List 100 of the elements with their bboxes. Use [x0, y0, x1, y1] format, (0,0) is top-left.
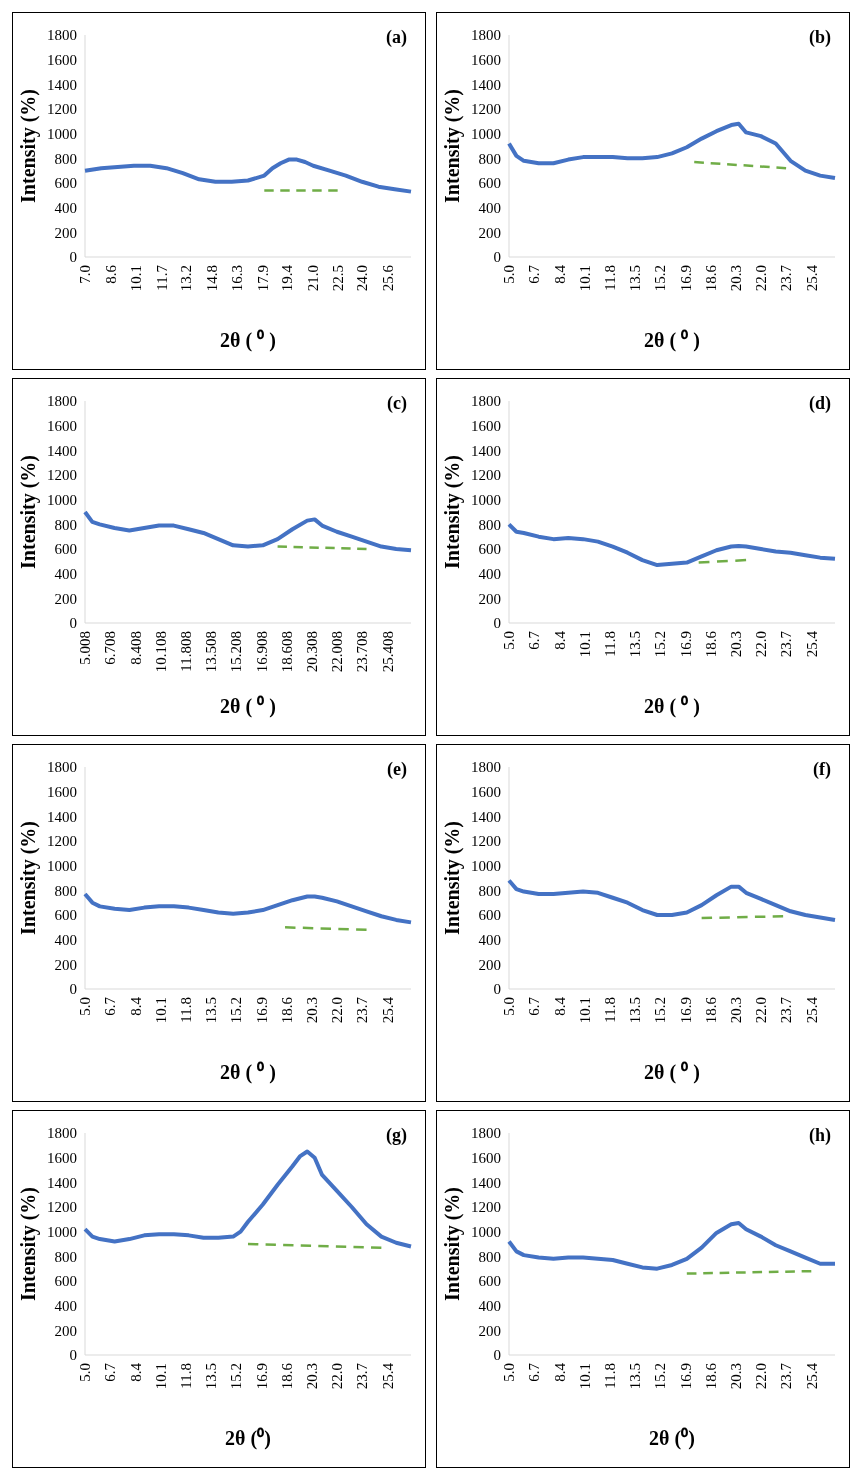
y-tick-label: 1000 — [47, 1223, 77, 1240]
line-series — [507, 121, 837, 181]
x-tick-label: 13.5 — [627, 631, 644, 658]
x-axis-title: 2θ ( ⁰ ) — [220, 1061, 276, 1084]
y-tick-label: 200 — [54, 1322, 77, 1339]
y-tick-label: 1800 — [47, 1125, 77, 1142]
x-tick-label: 6.708 — [102, 631, 119, 665]
y-tick-label: 800 — [478, 1248, 501, 1265]
y-tick-label: 400 — [478, 565, 501, 582]
x-tick-label: 6.7 — [102, 996, 119, 1016]
y-tick-label: 1000 — [471, 857, 501, 874]
y-tick-label: 200 — [478, 224, 501, 241]
y-axis-title: Intensity (%) — [17, 89, 40, 203]
x-tick-label: 8.4 — [551, 1362, 568, 1382]
x-tick-label: 22.0 — [753, 631, 770, 658]
x-tick-label: 8.6 — [103, 264, 120, 284]
x-axis-title: 2θ ( ⁰ ) — [644, 1061, 700, 1084]
x-tick-label: 8.408 — [127, 631, 144, 665]
y-tick-label: 1800 — [471, 1125, 501, 1142]
y-tick-label: 800 — [478, 882, 501, 899]
y-tick-label: 1400 — [471, 76, 501, 93]
x-tick-label: 20.3 — [727, 1363, 744, 1390]
y-tick-label: 600 — [54, 541, 77, 558]
y-tick-label: 800 — [478, 150, 501, 167]
x-tick-label: 6.7 — [526, 1362, 543, 1382]
x-tick-label: 13.508 — [203, 631, 220, 673]
x-tick-label: 13.5 — [627, 265, 644, 292]
y-axis-title: Intensity (%) — [17, 1187, 40, 1301]
y-tick-label: 0 — [493, 1347, 501, 1364]
x-tick-label: 22.0 — [753, 265, 770, 292]
y-axis-title: Intensity (%) — [441, 455, 464, 569]
y-tick-label: 200 — [478, 1322, 501, 1339]
chart-title: (g) — [386, 1125, 407, 1146]
chart-title: (e) — [387, 759, 407, 780]
x-tick-label: 8.4 — [551, 630, 568, 650]
x-tick-label: 23.7 — [778, 996, 795, 1024]
x-tick-label: 25.4 — [379, 1362, 396, 1390]
x-tick-label: 16.9 — [253, 997, 270, 1024]
y-tick-label: 200 — [54, 956, 77, 973]
y-tick-label: 1000 — [471, 491, 501, 508]
y-tick-label: 1200 — [471, 833, 501, 850]
x-tick-label: 10.1 — [127, 265, 144, 292]
x-tick-label: 5.008 — [77, 631, 94, 665]
y-tick-label: 200 — [478, 590, 501, 607]
x-tick-label: 15.2 — [652, 1363, 669, 1390]
x-tick-label: 16.9 — [253, 1363, 270, 1390]
y-axis-title: Intensity (%) — [441, 821, 464, 935]
x-tick-label: 17.9 — [254, 265, 271, 292]
x-tick-label: 11.7 — [153, 264, 170, 291]
x-tick-label: 18.6 — [702, 1362, 719, 1390]
y-tick-label: 600 — [478, 1273, 501, 1290]
y-axis-title: Intensity (%) — [441, 1187, 464, 1301]
y-tick-label: 400 — [54, 931, 77, 948]
x-tick-label: 20.308 — [304, 631, 321, 673]
x-axis-title: 2θ (⁰) — [225, 1427, 271, 1450]
y-tick-label: 1400 — [471, 1174, 501, 1191]
line-series — [83, 892, 413, 925]
x-tick-label: 21.0 — [305, 265, 322, 292]
y-tick-label: 1000 — [471, 1223, 501, 1240]
y-tick-label: 1800 — [47, 27, 77, 44]
chart-title: (f) — [813, 759, 831, 780]
x-tick-label: 7.0 — [77, 265, 94, 284]
x-tick-label: 13.5 — [203, 997, 220, 1024]
x-tick-label: 6.7 — [526, 996, 543, 1016]
x-axis-title: 2θ (⁰) — [649, 1427, 695, 1450]
y-tick-label: 1200 — [47, 101, 77, 118]
x-tick-label: 10.1 — [576, 265, 593, 292]
x-tick-label: 15.2 — [228, 997, 245, 1024]
x-tick-label: 10.1 — [152, 1363, 169, 1390]
y-tick-label: 800 — [54, 150, 77, 167]
y-tick-label: 600 — [54, 175, 77, 192]
y-tick-label: 1600 — [47, 783, 77, 800]
x-tick-label: 18.6 — [702, 996, 719, 1024]
y-tick-label: 800 — [478, 516, 501, 533]
x-tick-label: 25.4 — [379, 996, 396, 1024]
x-tick-label: 14.8 — [204, 265, 221, 292]
x-tick-label: 8.4 — [127, 1362, 144, 1382]
y-axis-title: Intensity (%) — [441, 89, 464, 203]
y-tick-label: 600 — [478, 541, 501, 558]
y-tick-label: 1600 — [471, 783, 501, 800]
x-tick-label: 18.6 — [278, 996, 295, 1024]
line-series — [83, 1149, 413, 1249]
x-tick-label: 18.608 — [278, 631, 295, 673]
x-tick-label: 5.0 — [77, 1363, 94, 1382]
x-tick-label: 25.408 — [379, 631, 396, 673]
x-tick-label: 23.708 — [354, 631, 371, 673]
y-tick-label: 1000 — [47, 125, 77, 142]
x-tick-label: 11.808 — [178, 631, 195, 672]
y-tick-label: 0 — [69, 981, 77, 998]
y-tick-label: 1400 — [471, 808, 501, 825]
x-tick-label: 10.1 — [576, 631, 593, 658]
x-tick-label: 16.9 — [677, 997, 694, 1024]
x-tick-label: 5.0 — [501, 1363, 518, 1382]
y-tick-label: 400 — [478, 931, 501, 948]
y-tick-label: 1600 — [47, 51, 77, 68]
line-series — [507, 878, 837, 922]
x-tick-label: 25.4 — [803, 630, 820, 658]
y-tick-label: 600 — [478, 907, 501, 924]
y-tick-label: 600 — [54, 1273, 77, 1290]
x-tick-label: 5.0 — [501, 265, 518, 284]
